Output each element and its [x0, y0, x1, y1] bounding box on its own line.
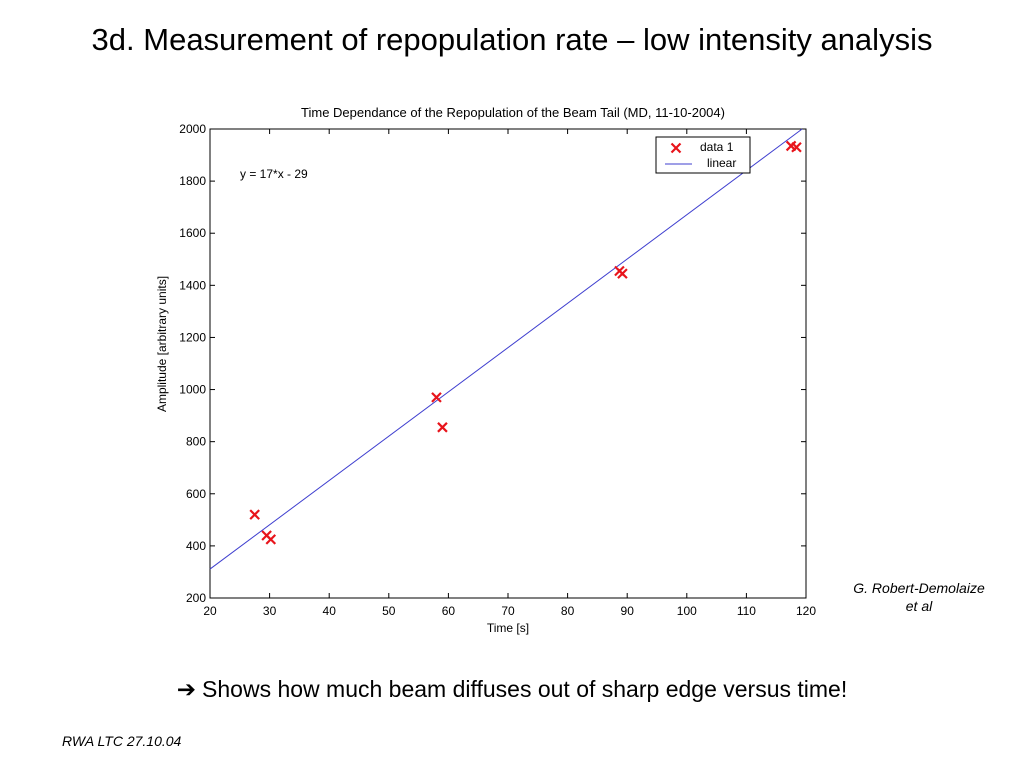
plot-area — [209, 128, 807, 599]
x-tick-label: 80 — [561, 604, 575, 618]
author-credit: G. Robert-Demolaize et al — [830, 579, 1008, 615]
x-tick-label: 30 — [263, 604, 277, 618]
data-point — [249, 509, 260, 520]
legend-label-linear: linear — [707, 156, 736, 170]
data-point — [791, 141, 802, 153]
y-tick-label: 400 — [186, 539, 206, 553]
fit-line — [209, 128, 803, 570]
data-point — [617, 268, 628, 279]
x-tick-label: 70 — [501, 604, 515, 618]
equation-annotation: y = 17*x - 29 — [240, 167, 308, 181]
bullet-text: Shows how much beam diffuses out of shar… — [202, 676, 848, 702]
x-tick-label: 120 — [796, 604, 816, 618]
x-axis-label: Time [s] — [487, 621, 529, 635]
legend: data 1 linear — [655, 136, 751, 174]
legend-marker-data1 — [670, 142, 682, 154]
data-points — [249, 140, 802, 545]
legend-box — [655, 136, 751, 174]
x-tick-label: 50 — [382, 604, 396, 618]
fit-line-linear — [209, 128, 803, 570]
tick-marks: 20 30 40 50 60 70 80 90 100 110 120 200 400 600 800 100… — [179, 122, 816, 618]
marker-stroke — [670, 142, 682, 154]
arrow-icon: ➔ — [176, 677, 197, 703]
plot-background — [210, 129, 806, 598]
marker-stroke — [785, 140, 797, 152]
x-tick-label: 20 — [203, 604, 217, 618]
y-tick-label: 200 — [186, 591, 206, 605]
y-tick-label: 1800 — [179, 174, 206, 188]
marker-stroke — [617, 268, 628, 279]
legend-label-data1: data 1 — [700, 140, 734, 154]
credit-etal: et al — [905, 598, 933, 614]
y-tick-label: 1400 — [179, 278, 206, 292]
credit-author: G. Robert-Demolaize — [853, 580, 985, 596]
chart-title: Time Dependance of the Repopulation of t… — [301, 105, 725, 120]
x-tick-label: 110 — [737, 604, 756, 618]
x-tick-label: 90 — [621, 604, 635, 618]
x-tick-label: 60 — [442, 604, 456, 618]
marker-stroke — [431, 392, 442, 403]
data-point — [437, 422, 448, 433]
marker-stroke — [791, 141, 802, 153]
x-tick-label: 100 — [677, 604, 697, 618]
y-tick-label: 1000 — [179, 383, 206, 397]
marker-stroke — [437, 422, 448, 433]
y-tick-label: 600 — [186, 487, 206, 501]
y-tick-label: 1200 — [179, 330, 206, 344]
y-tick-label: 1600 — [179, 226, 206, 240]
slide-title: 3d. Measurement of repopulation rate – l… — [91, 22, 933, 57]
data-point — [265, 534, 277, 545]
scatter-chart: 20 30 40 50 60 70 80 90 100 110 120 200 400 600 800 100… — [155, 105, 816, 635]
y-tick-label: 800 — [186, 435, 206, 449]
legend-marker-x — [670, 142, 682, 154]
footer-note: RWA LTC 27.10.04 — [62, 733, 182, 749]
x-tick-label: 40 — [323, 604, 337, 618]
data-point — [431, 392, 442, 403]
bullet-note: ➔ Shows how much beam diffuses out of sha… — [0, 676, 1024, 703]
marker-stroke — [265, 534, 277, 545]
marker-stroke — [249, 509, 260, 520]
y-tick-label: 2000 — [179, 122, 206, 136]
y-axis-label: Amplitude [arbitrary units] — [155, 276, 169, 412]
